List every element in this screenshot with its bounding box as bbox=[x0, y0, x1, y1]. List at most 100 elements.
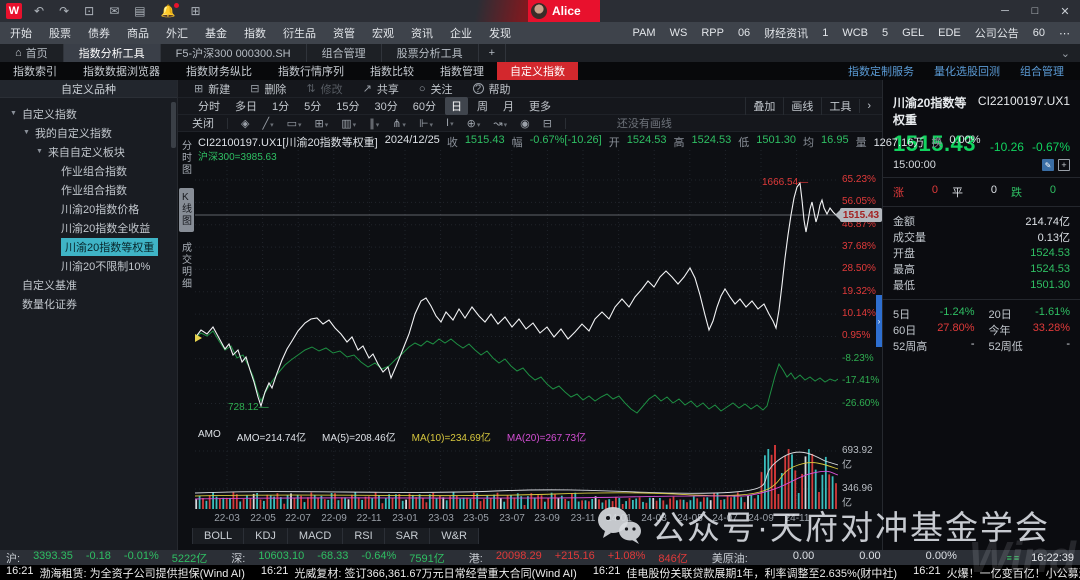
tree-item[interactable]: 川渝20指数等权重 bbox=[0, 237, 177, 256]
visibility-icon[interactable]: ◉ bbox=[520, 117, 530, 130]
menu-item[interactable]: 基金 bbox=[205, 28, 227, 40]
period-button[interactable]: 分时 bbox=[198, 101, 220, 113]
trash-icon[interactable]: ⊟ bbox=[543, 117, 552, 130]
marker-tool-icon[interactable]: ◈ bbox=[241, 117, 249, 130]
chat-icon[interactable]: ✉ bbox=[109, 4, 120, 18]
menu-item[interactable]: 商品 bbox=[127, 28, 149, 40]
period-button[interactable]: 月 bbox=[503, 101, 514, 113]
indicator-tab[interactable]: W&R bbox=[430, 528, 479, 544]
news-item[interactable]: 16:21 渤海租赁: 为全资子公司提供担保(Wind AI) bbox=[6, 565, 245, 580]
chart-mode-tab[interactable]: 成交明细 bbox=[182, 243, 192, 290]
subtab[interactable]: 指数索引 bbox=[13, 66, 57, 78]
period-button[interactable]: 日 bbox=[445, 97, 468, 115]
menu-item[interactable]: 发现 bbox=[489, 28, 511, 40]
menu-right-item[interactable]: GEL bbox=[902, 27, 925, 39]
indicator-tab[interactable]: RSI bbox=[343, 528, 385, 544]
menu-right-item[interactable]: PAM bbox=[632, 27, 656, 39]
menu-item[interactable]: 资讯 bbox=[411, 28, 433, 40]
parallel-tool-icon[interactable]: ∥ ▾ bbox=[369, 117, 379, 130]
redo-icon[interactable]: ↷ bbox=[59, 4, 70, 18]
subtab[interactable]: 自定义指数 bbox=[497, 62, 578, 80]
tab[interactable]: ⌂ 首页 bbox=[0, 44, 64, 62]
new-button[interactable]: ⊞ 新建 bbox=[194, 81, 230, 97]
menu-item[interactable]: 指数 bbox=[244, 28, 266, 40]
subtab[interactable]: 指数行情序列 bbox=[278, 66, 344, 78]
tab[interactable]: F5-沪深300 000300.SH bbox=[161, 44, 307, 62]
chart-mode-tab[interactable]: K线图 bbox=[179, 188, 194, 232]
menu-right-item[interactable]: 06 bbox=[737, 27, 751, 39]
callout-tool-icon[interactable]: ⊕ ▾ bbox=[467, 117, 481, 130]
tree-item[interactable]: 川渝20指数全收益 bbox=[0, 218, 177, 237]
period-button[interactable]: 周 bbox=[477, 101, 488, 113]
menu-right-item[interactable]: 财经资讯 bbox=[764, 28, 809, 40]
maximize-button[interactable]: □ bbox=[1031, 5, 1039, 17]
index-quote-segment[interactable]: 港: 20098.29 +215.16 +1.08% 846亿 bbox=[469, 550, 688, 566]
menu-right-item[interactable]: WS bbox=[669, 27, 688, 39]
menu-right-item[interactable]: 60 bbox=[1032, 27, 1045, 39]
tree-item[interactable]: 作业组合指数 bbox=[0, 180, 177, 199]
indicator-tab[interactable]: MACD bbox=[287, 528, 344, 544]
news-item[interactable]: 16:21 火爆！一亿变百亿！小公募迷你... bbox=[913, 565, 1080, 580]
sidebar-scrollbar[interactable] bbox=[171, 102, 176, 148]
index-quote-segment[interactable]: 美原油: 0.00 0.00 0.00% bbox=[712, 550, 957, 566]
menu-right-item[interactable]: ⋯ bbox=[1059, 27, 1070, 40]
tree-item[interactable]: 作业组合指数 bbox=[0, 161, 177, 180]
news-item[interactable]: 16:21 光威复材: 签订366,361.67万元日常经营重大合同(Wind A… bbox=[261, 565, 577, 580]
tab[interactable]: 股票分析工具 bbox=[382, 44, 479, 62]
follow-button[interactable]: ○ 关注 bbox=[419, 81, 453, 97]
subtab[interactable]: 指数管理 bbox=[440, 66, 484, 78]
period-button[interactable]: 更多 bbox=[529, 101, 551, 113]
tab[interactable]: 组合管理 bbox=[307, 44, 382, 62]
tree-item[interactable]: 自定义基准 bbox=[0, 275, 177, 294]
menu-right-item[interactable]: 5 bbox=[881, 27, 889, 39]
tree-item[interactable]: 数量化证券 bbox=[0, 294, 177, 313]
overlay-tool-button[interactable]: 画线 bbox=[783, 97, 820, 115]
menu-item[interactable]: 外汇 bbox=[166, 28, 188, 40]
wp-icon[interactable]: ▤ bbox=[134, 4, 146, 18]
minimize-button[interactable]: ─ bbox=[1001, 5, 1009, 17]
subtab[interactable]: 指数比较 bbox=[370, 66, 414, 78]
menu-right-item[interactable]: WCB bbox=[842, 27, 868, 39]
index-quote-segment[interactable]: 深: 10603.10 -68.33 -0.64% 7591亿 bbox=[231, 550, 445, 566]
period-button[interactable]: 30分 bbox=[374, 101, 398, 113]
menu-item[interactable]: 股票 bbox=[49, 28, 71, 40]
undo-icon[interactable]: ↶ bbox=[34, 4, 45, 18]
overlay-tool-button[interactable]: 叠加 bbox=[745, 97, 782, 115]
wind-logo[interactable]: W bbox=[6, 3, 22, 19]
wave-tool-icon[interactable]: ↝ ▾ bbox=[493, 117, 507, 130]
user-badge[interactable]: Alice bbox=[528, 0, 600, 22]
add-icon[interactable]: + bbox=[1058, 159, 1070, 171]
band-tool-icon[interactable]: ▥ ▾ bbox=[341, 117, 356, 130]
indicator-tab[interactable]: SAR bbox=[384, 528, 431, 544]
menu-right-item[interactable]: 公司公告 bbox=[974, 28, 1019, 40]
tab[interactable]: 指数分析工具 bbox=[63, 44, 161, 62]
menu-item[interactable]: 债券 bbox=[88, 28, 110, 40]
subtab-link[interactable]: 量化选股回测 bbox=[934, 66, 1000, 78]
tree-expand-icon[interactable]: ▼ bbox=[23, 129, 30, 136]
tab-overflow-chevron[interactable]: ⌄ bbox=[1060, 47, 1070, 60]
line-tool-icon[interactable]: ╱ ▾ bbox=[262, 117, 273, 130]
overlay-tool-button[interactable]: 工具 bbox=[821, 97, 858, 115]
menu-right-item[interactable]: 1 bbox=[822, 27, 829, 39]
news-item[interactable]: 16:21 佳电股份关联贷款展期1年，利率调整至2.635%(财中社) bbox=[593, 565, 897, 580]
new-tab-button[interactable]: + bbox=[479, 44, 507, 62]
subtab-link[interactable]: 指数定制服务 bbox=[848, 66, 914, 78]
menu-item[interactable]: 开始 bbox=[10, 28, 32, 40]
fan-tool-icon[interactable]: ⋔ ▾ bbox=[392, 117, 406, 130]
menu-item[interactable]: 资管 bbox=[333, 28, 355, 40]
chart-scrollbar-thumb[interactable]: › bbox=[876, 295, 882, 347]
tree-item[interactable]: ▼ 自定义指数 bbox=[0, 104, 177, 123]
delete-button[interactable]: ⊟ 删除 bbox=[250, 81, 286, 97]
period-button[interactable]: 15分 bbox=[336, 101, 360, 113]
tree-item[interactable]: 川渝20指数价格 bbox=[0, 199, 177, 218]
chart-mode-tab[interactable]: 分时图 bbox=[182, 141, 192, 176]
menu-item[interactable]: 衍生品 bbox=[283, 28, 316, 40]
text-tool-icon[interactable]: I ▾ bbox=[446, 117, 454, 130]
menu-item[interactable]: 企业 bbox=[450, 28, 472, 40]
share-button[interactable]: ↗ 共享 bbox=[363, 81, 399, 97]
close-button[interactable]: ✕ bbox=[1060, 5, 1070, 18]
tree-item[interactable]: 川渝20不限制10% bbox=[0, 256, 177, 275]
period-button[interactable]: 1分 bbox=[272, 101, 290, 113]
shape-tool-icon[interactable]: ▭ ▾ bbox=[287, 117, 302, 130]
close-drawing-button[interactable]: 关闭 bbox=[192, 118, 214, 130]
